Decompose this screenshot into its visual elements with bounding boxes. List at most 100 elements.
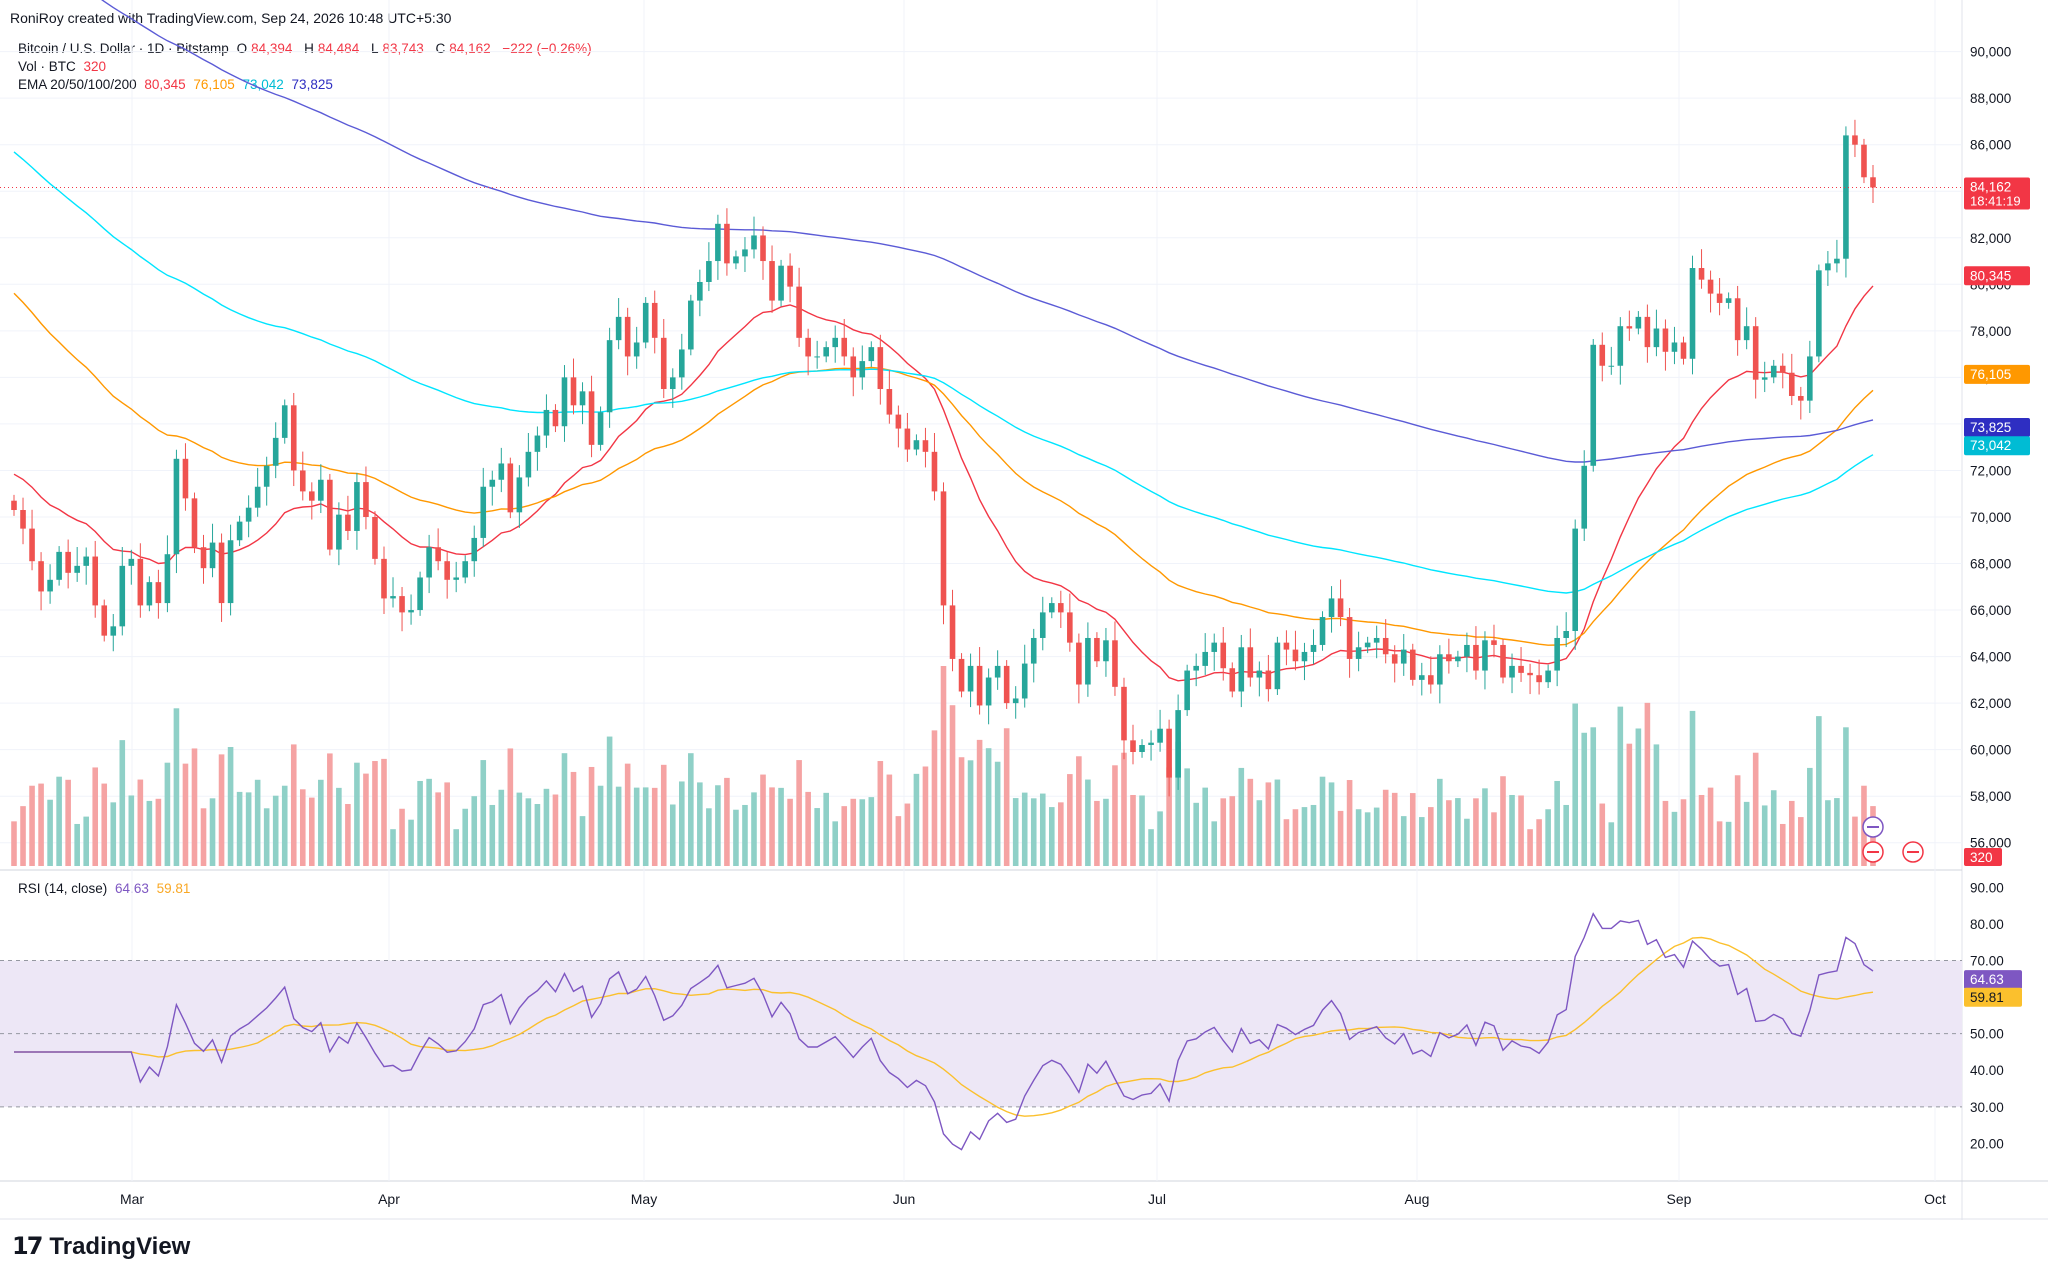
candle — [615, 298, 622, 350]
volume-bar — [1103, 798, 1109, 866]
volume-bar — [1292, 809, 1299, 866]
candle — [1409, 643, 1416, 686]
candle-body — [173, 458, 180, 555]
candle — [318, 464, 324, 514]
candle-body — [688, 300, 694, 350]
volume-bar — [904, 803, 911, 866]
candle — [1581, 450, 1588, 541]
candle — [309, 482, 315, 520]
candle — [561, 365, 568, 442]
candle — [489, 470, 496, 506]
volume-bar — [597, 785, 604, 866]
volume-bar — [1184, 768, 1190, 866]
candle — [543, 394, 550, 448]
volume-bars — [11, 666, 1876, 866]
price-tick-label: 56,000 — [1970, 836, 2011, 851]
candle — [895, 405, 902, 448]
candle-body — [516, 477, 523, 513]
open-label: O — [236, 41, 248, 56]
volume-bar — [74, 823, 80, 866]
volume-bar — [1536, 819, 1542, 866]
ema200-value: 73,825 — [291, 77, 333, 92]
candle-body — [263, 465, 270, 487]
candle — [706, 242, 712, 292]
candle — [200, 534, 207, 584]
candle — [47, 564, 53, 604]
volume-bar — [1428, 807, 1434, 866]
candle — [363, 466, 369, 530]
candle — [164, 535, 171, 613]
candle-body — [1653, 328, 1660, 348]
volume-bar — [11, 821, 17, 866]
candle — [823, 341, 829, 363]
rsi-badge-text: 59.81 — [1970, 990, 2004, 1005]
candle-body — [227, 540, 234, 604]
rsi-label[interactable]: RSI (14, close) — [18, 881, 108, 896]
candle — [1355, 631, 1362, 672]
candle — [65, 539, 71, 589]
candle — [1003, 660, 1010, 709]
volume-bar — [363, 773, 369, 866]
candle-body — [624, 316, 631, 357]
volume-bar — [1030, 798, 1037, 866]
candle-body — [92, 556, 99, 606]
candle-body — [1148, 742, 1154, 746]
candle-body — [1355, 647, 1362, 659]
candle-body — [1211, 642, 1218, 652]
candle-body — [435, 547, 441, 562]
price-tick-label: 88,000 — [1970, 91, 2011, 106]
volume-bar — [191, 748, 198, 866]
candle — [1590, 338, 1597, 472]
candle-body — [778, 265, 784, 301]
volume-bar — [1076, 756, 1082, 866]
candle — [534, 426, 541, 471]
candle-body — [1048, 603, 1055, 613]
candle — [1193, 653, 1199, 687]
candle — [868, 341, 875, 367]
price-badge-text: 73,825 — [1970, 420, 2011, 435]
volume-bar — [516, 792, 523, 866]
volume-bar — [570, 771, 577, 866]
volume-bar — [1148, 829, 1154, 866]
candle — [1464, 632, 1470, 673]
candle — [787, 253, 793, 303]
volume-bar — [399, 808, 405, 866]
candle-body — [38, 561, 44, 592]
volume-bar — [588, 766, 595, 866]
candle-body — [1725, 298, 1732, 303]
candle-body — [363, 482, 369, 517]
volume-label[interactable]: Vol · BTC — [18, 59, 76, 74]
candle-body — [47, 579, 53, 592]
price-tick-label: 82,000 — [1970, 231, 2011, 246]
candle-body — [868, 347, 875, 362]
event-flag-icon — [1862, 841, 1884, 863]
candle-body — [1364, 642, 1371, 648]
candle — [83, 547, 89, 585]
candle-body — [381, 558, 387, 599]
candle — [940, 482, 947, 625]
candle-body — [904, 428, 911, 450]
tradingview-brand[interactable]: 𝟭𝟳 TradingView — [12, 1232, 190, 1261]
candle — [958, 653, 965, 698]
candle-body — [1184, 670, 1190, 711]
candle-body — [408, 610, 414, 613]
candle — [1148, 730, 1154, 761]
candle-body — [1112, 640, 1118, 687]
candle-body — [1698, 268, 1705, 280]
volume-bar — [1644, 702, 1651, 866]
volume-bar — [1437, 778, 1443, 866]
price-tick-label: 60,000 — [1970, 743, 2011, 758]
volume-bar — [218, 754, 225, 866]
candle — [1770, 359, 1777, 384]
candle — [913, 434, 920, 456]
candle-body — [372, 516, 378, 559]
price-badge-bg — [1964, 177, 2030, 210]
candle-body — [1058, 603, 1064, 613]
candle-body — [1852, 135, 1858, 145]
candle-body — [1680, 342, 1687, 359]
candle — [110, 614, 117, 652]
candle — [931, 432, 938, 501]
volume-bar — [751, 792, 757, 866]
ema-label[interactable]: EMA 20/50/100/200 — [18, 77, 137, 92]
